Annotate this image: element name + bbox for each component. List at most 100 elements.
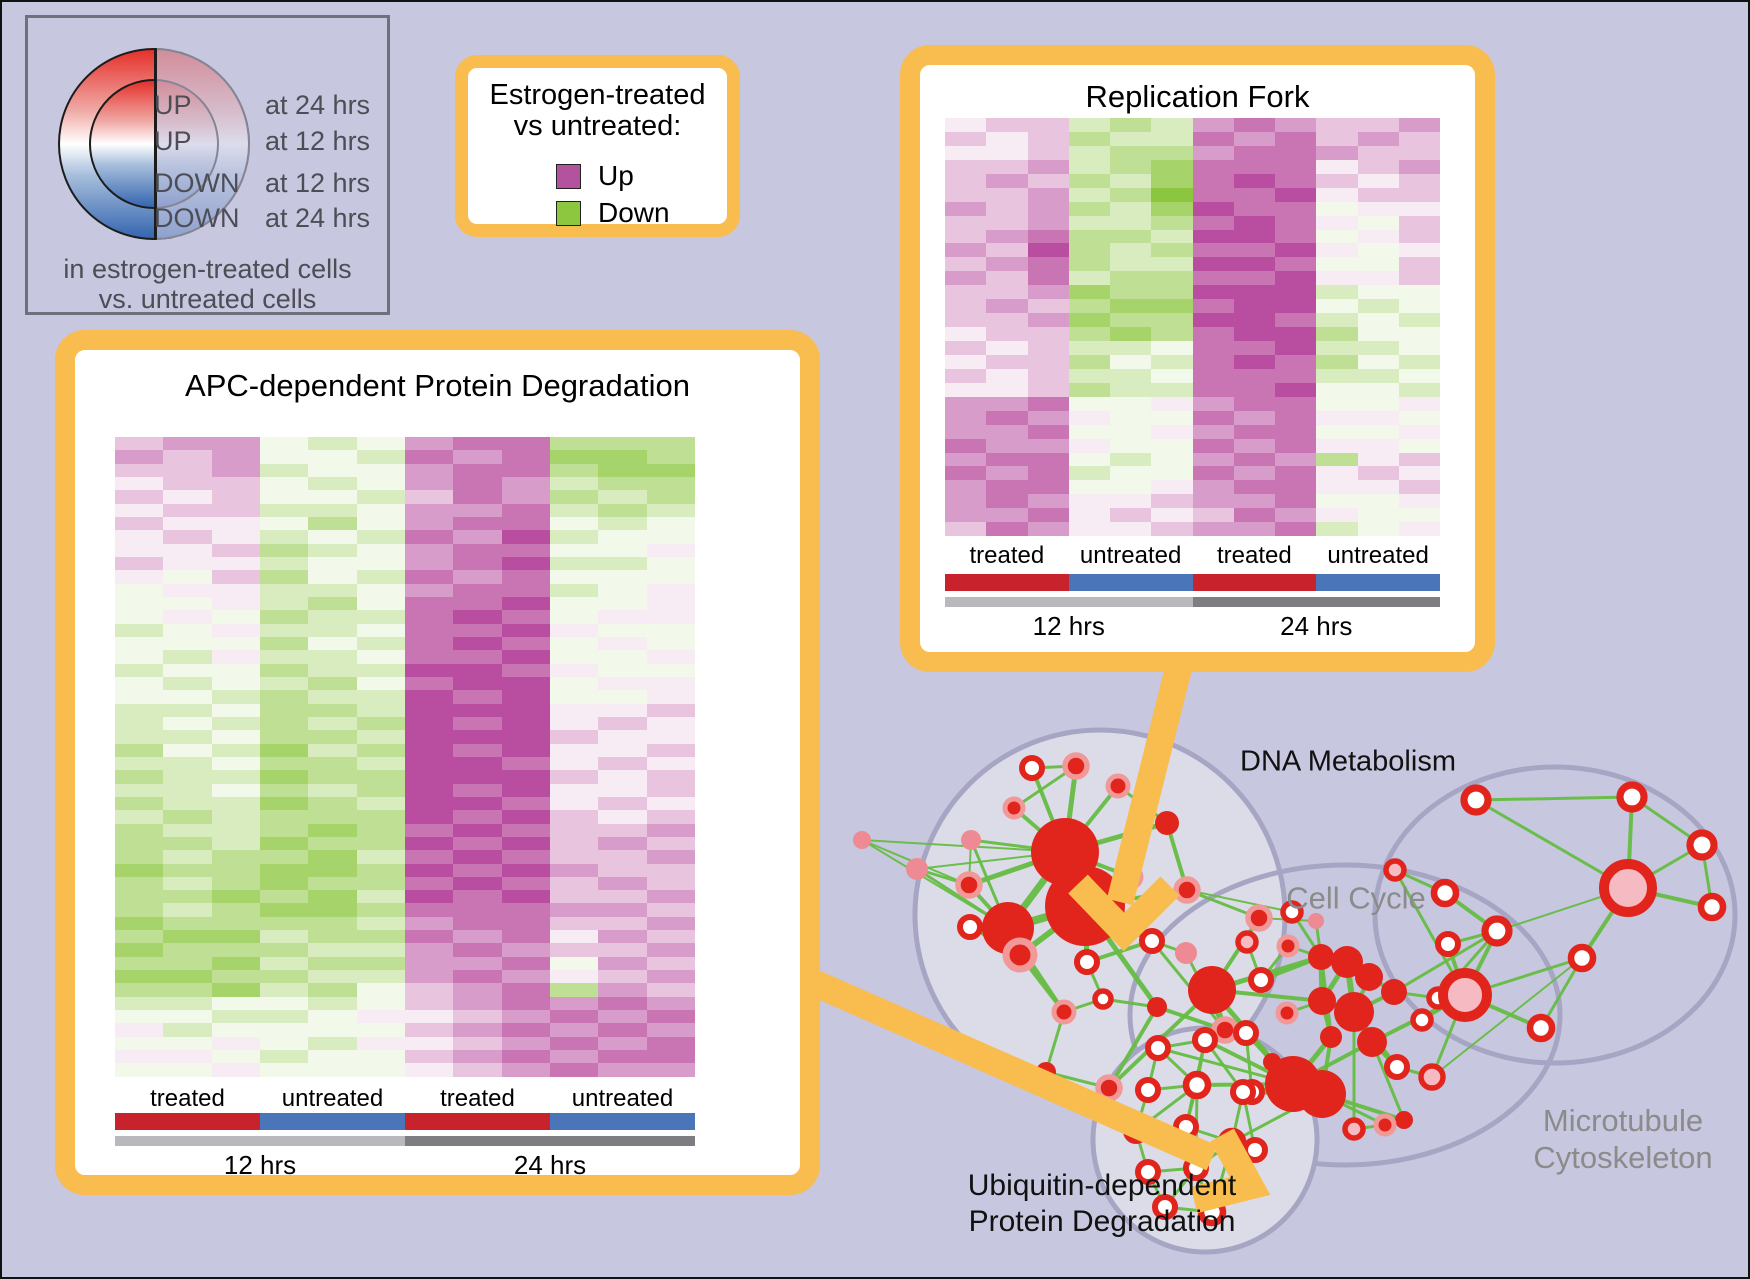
- heatmap-cell: [453, 756, 502, 771]
- heatmap-cell: [598, 916, 647, 931]
- heatmap-cell: [1027, 522, 1069, 537]
- heatmap-cell: [1357, 494, 1399, 509]
- heatmap-cell: [549, 450, 599, 464]
- gene-node-donut: [1233, 1020, 1259, 1046]
- heatmap-row: [115, 743, 695, 757]
- heatmap-cell: [211, 796, 260, 811]
- heatmap-cell: [1316, 229, 1358, 244]
- heatmap-cell: [1398, 452, 1440, 467]
- heatmap-cell: [1068, 118, 1110, 132]
- heatmap-cell: [549, 663, 599, 677]
- heatmap-cell: [1233, 410, 1275, 425]
- heatmap-cell: [211, 690, 260, 704]
- gene-node-donut: [1092, 988, 1114, 1010]
- heatmap-row: [945, 424, 1440, 439]
- heatmap-cell: [211, 503, 260, 517]
- heatmap-row: [115, 876, 695, 891]
- heatmap-cell: [1068, 327, 1110, 341]
- heatmap-row: [115, 823, 695, 837]
- untreated-bar: [1068, 574, 1193, 591]
- heatmap-cell: [1316, 368, 1358, 383]
- heatmap-row: [115, 996, 695, 1011]
- heatmap-cell: [1233, 215, 1275, 230]
- heatmap-cell: [308, 703, 357, 717]
- heatmap-cell: [1316, 438, 1358, 453]
- heatmap-cell: [1027, 382, 1069, 397]
- heatmap-cell: [1275, 438, 1317, 453]
- heatmap-cell: [598, 676, 647, 691]
- heatmap-cell: [598, 983, 647, 997]
- heatmap-cell: [163, 743, 212, 757]
- heatmap-cell: [1357, 271, 1399, 286]
- heatmap-cell: [1027, 508, 1069, 523]
- heatmap-cell: [404, 476, 454, 491]
- heatmap-cell: [1357, 187, 1399, 202]
- heatmap-cell: [1275, 382, 1317, 397]
- heatmap-cell: [1192, 243, 1234, 258]
- gene-node-donut: [1139, 928, 1165, 954]
- heatmap-row: [115, 796, 695, 811]
- heatmap-cell: [1110, 257, 1152, 272]
- heatmap-cell: [259, 676, 309, 691]
- heatmap-cell: [259, 663, 309, 677]
- heatmap-cell: [598, 1063, 647, 1077]
- heatmap-cell: [1151, 354, 1193, 369]
- heatmap-cell: [598, 503, 647, 517]
- heatmap-cell: [1192, 354, 1234, 369]
- heatmap-cell: [356, 890, 405, 904]
- heatmap-cell: [1398, 257, 1440, 272]
- ring-caption-line2: vs. untreated cells: [98, 284, 317, 314]
- heatmap-cell: [646, 743, 695, 757]
- heatmap-cell: [115, 463, 164, 477]
- heatmap-cell: [945, 341, 987, 355]
- heatmap-cell: [646, 956, 695, 971]
- heatmap-cell: [1357, 327, 1399, 341]
- heatmap-cell: [1357, 382, 1399, 397]
- gene-node-solid: [1357, 1027, 1387, 1057]
- treated-bar: [1192, 574, 1317, 591]
- heatmap-cell: [356, 437, 405, 451]
- heatmap-cell: [211, 463, 260, 477]
- heatmap-cell: [945, 452, 987, 467]
- heatmap-cell: [646, 730, 695, 744]
- heatmap-cell: [1110, 438, 1152, 453]
- heatmap-cell: [986, 494, 1028, 509]
- heatmap-cell: [1110, 522, 1152, 537]
- heatmap-cell: [646, 530, 695, 544]
- gene-node-solid: [1298, 1070, 1346, 1118]
- gene-node-donut: [1192, 1027, 1218, 1053]
- heatmap-cell: [501, 970, 550, 984]
- heatmap-row: [115, 610, 695, 624]
- heatmap-cell: [1151, 368, 1193, 383]
- heatmap-cell: [308, 490, 357, 504]
- heatmap-cell: [1151, 131, 1193, 146]
- heatmap-row: [115, 490, 695, 504]
- heatmap-cell: [211, 823, 260, 837]
- rf-panel-content: treated untreated treated untreated 12 h…: [945, 118, 1440, 641]
- heatmap-cell: [1275, 173, 1317, 188]
- heatmap-cell: [1316, 299, 1358, 314]
- heatmap-cell: [549, 636, 599, 651]
- heatmap-cell: [115, 743, 164, 757]
- network-edge: [1431, 957, 1583, 1078]
- heatmap-cell: [163, 650, 212, 664]
- apc-group-labels: treated untreated treated untreated: [115, 1085, 695, 1113]
- gene-node-halo: [1051, 999, 1077, 1025]
- heatmap-row: [945, 452, 1440, 467]
- heatmap-cell: [1398, 410, 1440, 425]
- heatmap-cell: [211, 636, 260, 651]
- heatmap-cell: [211, 610, 260, 624]
- heatmap-cell: [1110, 508, 1152, 523]
- heatmap-cell: [1068, 201, 1110, 216]
- heatmap-cell: [986, 187, 1028, 202]
- heatmap-cell: [1357, 341, 1399, 355]
- heatmap-row: [115, 970, 695, 984]
- gene-node-solid: [1334, 992, 1374, 1032]
- heatmap-cell: [211, 1063, 260, 1077]
- heatmap-cell: [259, 863, 309, 877]
- heatmap-cell: [356, 463, 405, 477]
- heatmap-cell: [598, 556, 647, 571]
- heatmap-cell: [404, 890, 454, 904]
- heatmap-cell: [1316, 452, 1358, 467]
- heatmap-cell: [986, 396, 1028, 411]
